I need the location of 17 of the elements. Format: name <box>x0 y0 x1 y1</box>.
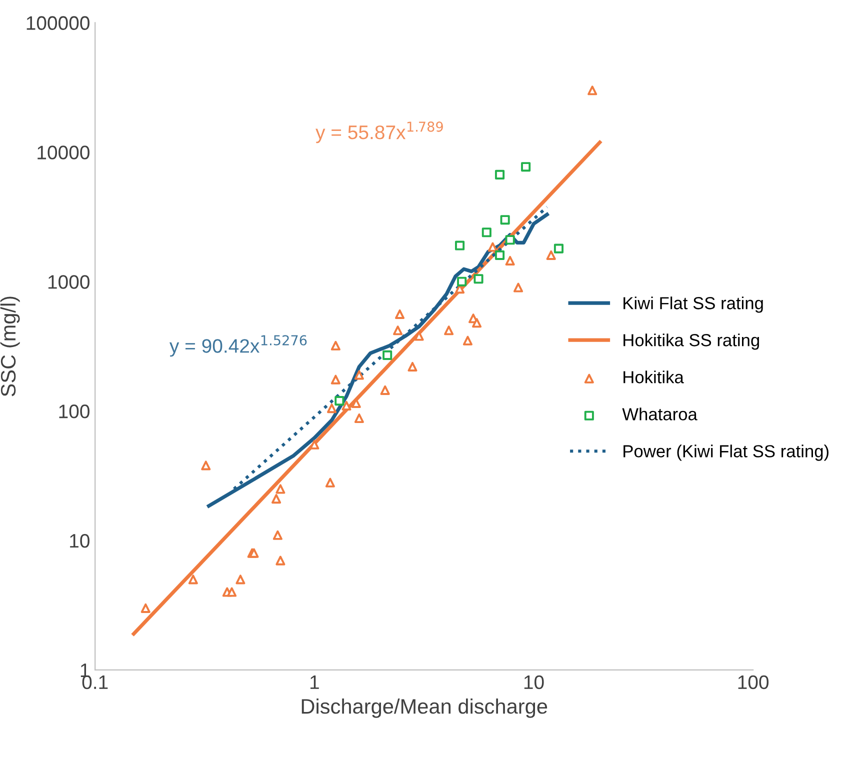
x-axis-title: Discharge/Mean discharge <box>302 698 548 718</box>
y-tick-label: 10 <box>70 534 90 548</box>
x-tick-label: 1 <box>310 676 319 689</box>
annotation: y = 90.42x$^{1.5276}$ <box>169 335 307 357</box>
y-tick-label: 10000 <box>38 146 90 160</box>
y-tick-label: 1000 <box>48 275 90 289</box>
y-tick-label: 100000 <box>26 16 90 30</box>
x-tick-label: 10 <box>524 675 544 690</box>
legend-label: Whataroa <box>622 408 698 420</box>
y-axis-title: SSC (mg/l) <box>0 296 20 396</box>
x-tick-label: 100 <box>738 675 769 690</box>
legend-label: Kiwi Flat SS rating <box>624 296 763 313</box>
legend-label: Hokitika <box>624 370 684 384</box>
legend-label: Hokitika SS rating <box>624 334 759 350</box>
annotation: y = 55.87x$^{1.789}$ <box>316 122 443 144</box>
legend-label: Power (Kiwi Flat SS rating) <box>624 444 828 461</box>
y-tick-label: 100 <box>59 404 90 418</box>
